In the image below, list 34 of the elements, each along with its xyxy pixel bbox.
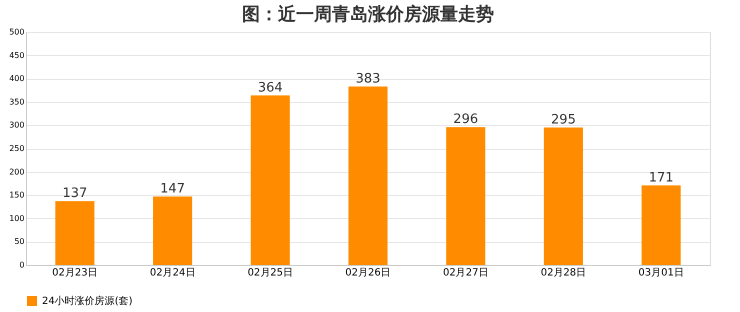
legend-label: 24小时涨价房源(套): [42, 295, 133, 307]
bar: [153, 196, 192, 265]
y-tick-label: 400: [9, 74, 24, 84]
bar: [55, 201, 94, 265]
y-tick-label: 500: [9, 28, 24, 36]
bar: [446, 127, 486, 265]
y-tick-label: 0: [19, 260, 24, 270]
bar: [348, 86, 388, 265]
x-tick-label: 02月27日: [442, 268, 488, 278]
y-tick-label: 300: [9, 120, 24, 130]
y-tick-label: 450: [9, 50, 24, 60]
x-tick-label: 03月01日: [638, 268, 684, 278]
y-tick-label: 150: [9, 190, 24, 200]
bar: [250, 95, 290, 265]
x-tick-label: 02月28日: [540, 268, 586, 278]
x-tick-label: 02月25日: [248, 268, 294, 278]
data-label: 171: [648, 170, 674, 186]
bar: [544, 128, 583, 265]
data-label: 383: [356, 72, 380, 87]
y-tick-label: 100: [9, 214, 24, 223]
y-tick-label: 250: [9, 144, 24, 153]
data-label: 137: [62, 186, 88, 202]
data-label: 364: [258, 80, 283, 96]
chart-title: 图：近一周青岛涨价房源量走势: [242, 4, 494, 25]
data-label: 147: [160, 182, 185, 196]
bar: [642, 185, 681, 265]
data-label: 296: [453, 112, 478, 128]
x-tick-label: 02月23日: [52, 268, 98, 278]
y-tick-label: 200: [9, 167, 24, 176]
x-tick-label: 02月24日: [150, 268, 196, 278]
y-tick-label: 50: [14, 237, 24, 246]
data-label: 295: [551, 112, 576, 128]
x-tick-label: 02月26日: [345, 268, 391, 278]
y-tick-label: 350: [9, 97, 24, 106]
